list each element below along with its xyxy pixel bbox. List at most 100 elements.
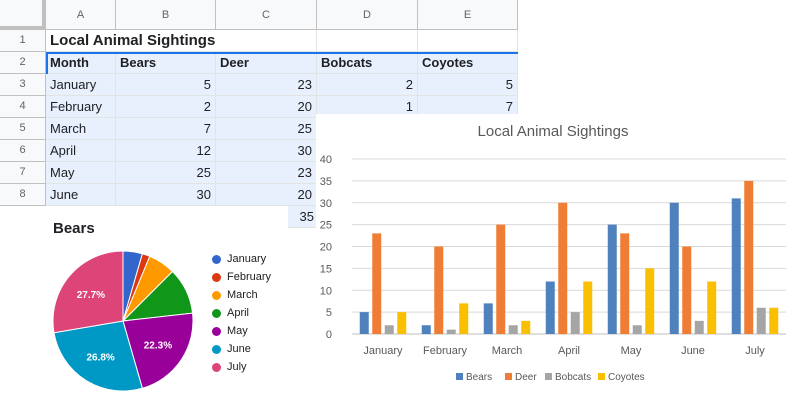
cell-c6[interactable]: 30 <box>216 140 317 162</box>
header-cell-deer[interactable]: Deer <box>216 52 317 74</box>
bar-bobcats <box>632 325 642 334</box>
cell-b3[interactable]: 5 <box>116 74 216 96</box>
pie-slice-label: 26.8% <box>86 353 114 364</box>
header-cell-month[interactable]: Month <box>46 52 116 74</box>
legend-dot-icon <box>212 254 221 264</box>
cell-d1[interactable] <box>317 30 418 52</box>
bar-coyotes <box>521 320 531 334</box>
cell-a8[interactable]: June <box>46 184 116 206</box>
x-category-label: July <box>745 345 765 357</box>
bar-coyotes <box>459 303 469 334</box>
bar-coyotes <box>707 281 717 334</box>
cell-a4[interactable]: February <box>46 96 116 118</box>
bar-deer <box>744 180 754 334</box>
bar-bobcats <box>570 312 580 334</box>
cell-a5[interactable]: March <box>46 118 116 140</box>
cell-b4[interactable]: 2 <box>116 96 216 118</box>
header-cell-coyotes[interactable]: Coyotes <box>418 52 518 74</box>
column-header-b[interactable]: B <box>116 0 216 30</box>
y-tick-label: 40 <box>320 154 332 166</box>
bar-bobcats <box>756 307 766 334</box>
y-tick-label: 5 <box>326 307 332 319</box>
cell-b6[interactable]: 12 <box>116 140 216 162</box>
pie-slice-label: 27.7% <box>77 290 105 301</box>
bar-bobcats <box>384 325 394 334</box>
column-chart[interactable]: Local Animal Sightings 0 5 10 15 20 25 30 35 40 Ja… <box>316 114 800 400</box>
bar-bears <box>359 312 369 334</box>
cell-d3[interactable]: 2 <box>317 74 418 96</box>
row-header-7[interactable]: 7 <box>0 162 46 184</box>
x-category-label: June <box>681 345 705 357</box>
x-category-label: May <box>621 345 642 357</box>
pie-legend-label: June <box>227 343 251 355</box>
pie-legend-label: March <box>227 289 258 301</box>
bar-bobcats <box>694 320 704 334</box>
pie-legend-item: May <box>212 322 271 340</box>
row-header-2[interactable]: 2 <box>0 52 46 74</box>
legend-dot-icon <box>212 308 221 318</box>
cell-b8[interactable]: 30 <box>116 184 216 206</box>
cell-c8[interactable]: 20 <box>216 184 317 206</box>
column-legend-label: Bobcats <box>555 372 591 383</box>
column-header-c[interactable]: C <box>216 0 317 30</box>
column-header-a[interactable]: A <box>46 0 116 30</box>
cell-c3[interactable]: 23 <box>216 74 317 96</box>
pie-chart[interactable]: 22.3% 26.8% 27.7% Bears January February M… <box>0 212 288 400</box>
y-tick-label: 10 <box>320 285 332 297</box>
pie-legend-item: February <box>212 268 271 286</box>
cell-b5[interactable]: 7 <box>116 118 216 140</box>
sheet-title-cell[interactable]: Local Animal Sightings <box>46 30 317 52</box>
row-header-3[interactable]: 3 <box>0 74 46 96</box>
row-header-8[interactable]: 8 <box>0 184 46 206</box>
cell-a6[interactable]: April <box>46 140 116 162</box>
y-tick-label: 20 <box>320 242 332 254</box>
legend-dot-icon <box>212 272 221 282</box>
pie-slice-may <box>122 312 194 389</box>
cell-c7[interactable]: 23 <box>216 162 317 184</box>
column-header-e[interactable]: E <box>418 0 518 30</box>
cell-c4[interactable]: 20 <box>216 96 317 118</box>
x-category-label: April <box>558 345 580 357</box>
bar-bobcats <box>508 325 518 334</box>
y-tick-label: 0 <box>326 329 332 341</box>
cell-e3[interactable]: 5 <box>418 74 518 96</box>
legend-dot-icon <box>212 362 221 372</box>
y-tick-label: 25 <box>320 220 332 232</box>
bar-coyotes <box>397 312 407 334</box>
legend-swatch-bobcats <box>545 373 552 380</box>
column-header-d[interactable]: D <box>317 0 418 30</box>
column-legend-label: Deer <box>515 372 537 383</box>
header-cell-bears[interactable]: Bears <box>116 52 216 74</box>
bar-bears <box>607 224 617 334</box>
bar-coyotes <box>645 268 655 334</box>
y-tick-label: 35 <box>320 176 332 188</box>
cell-a3[interactable]: January <box>46 74 116 96</box>
column-legend-label: Coyotes <box>608 372 645 383</box>
x-category-label: January <box>363 345 403 357</box>
pie-legend: January February March April May June Ju… <box>212 250 271 376</box>
x-category-label: March <box>492 345 523 357</box>
row-header-1[interactable]: 1 <box>0 30 46 52</box>
cell-c5[interactable]: 25 <box>216 118 317 140</box>
cell-b7[interactable]: 25 <box>116 162 216 184</box>
cell-e1[interactable] <box>418 30 518 52</box>
pie-legend-item: June <box>212 340 271 358</box>
legend-swatch-coyotes <box>598 373 605 380</box>
pie-legend-item: April <box>212 304 271 322</box>
pie-legend-label: February <box>227 271 272 283</box>
row-header-4[interactable]: 4 <box>0 96 46 118</box>
y-tick-label: 30 <box>320 198 332 210</box>
header-cell-bobcats[interactable]: Bobcats <box>317 52 418 74</box>
cell-c9-partial[interactable]: 35 <box>288 206 317 228</box>
select-all-corner[interactable] <box>0 0 46 30</box>
row-header-6[interactable]: 6 <box>0 140 46 162</box>
bar-bears <box>731 198 741 334</box>
bar-deer <box>620 233 630 334</box>
pie-slice-label: 22.3% <box>144 340 172 351</box>
spreadsheet-grid: A B C D E 1 2 3 4 5 6 7 8 Local Animal S… <box>0 0 520 236</box>
column-chart-title: Local Animal Sightings <box>478 123 629 140</box>
pie-legend-label: January <box>227 253 267 265</box>
row-header-5[interactable]: 5 <box>0 118 46 140</box>
cell-a7[interactable]: May <box>46 162 116 184</box>
bar-bears <box>545 281 555 334</box>
